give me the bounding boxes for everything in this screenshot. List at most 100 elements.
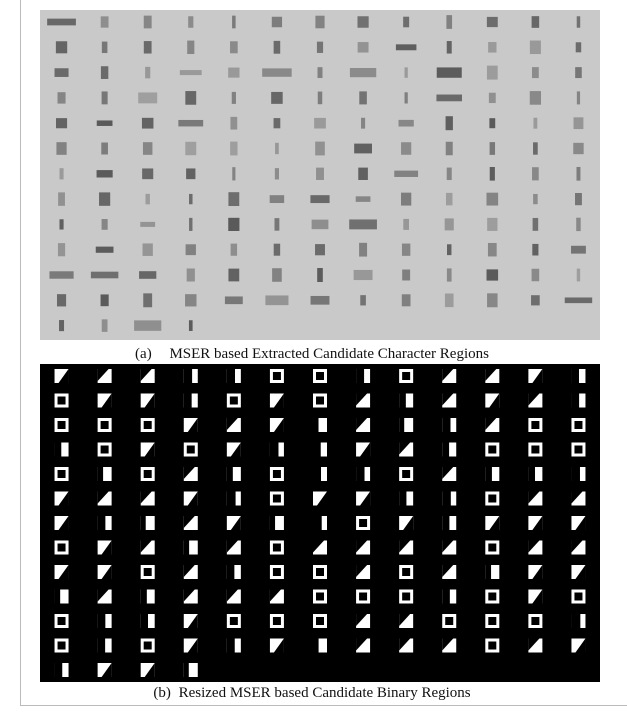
region-tile — [489, 118, 495, 128]
region-tile — [436, 95, 462, 102]
binary-shape — [98, 516, 106, 530]
region-tile — [230, 117, 237, 130]
region-tile — [56, 142, 66, 155]
binary-shape — [402, 470, 410, 478]
region-tile — [532, 16, 540, 28]
binary-shape — [571, 369, 579, 383]
region-tile — [180, 70, 202, 75]
region-tile — [358, 42, 369, 52]
region-tile — [49, 271, 73, 278]
binary-shape — [144, 568, 152, 576]
region-tile — [488, 42, 496, 53]
figure: (a) MSER based Extracted Candidate Chara… — [0, 0, 627, 713]
region-tile — [230, 142, 237, 156]
region-tile — [228, 269, 239, 282]
region-tile — [530, 91, 541, 105]
region-tile — [142, 168, 153, 179]
region-tile — [403, 219, 409, 230]
binary-shape — [58, 617, 66, 625]
region-tile — [575, 193, 582, 205]
region-tile — [102, 219, 108, 230]
binary-shape — [316, 593, 324, 601]
binary-shape — [58, 470, 66, 478]
region-tile — [225, 296, 243, 304]
region-tile — [102, 319, 108, 331]
binary-shape — [313, 467, 321, 481]
region-tile — [573, 143, 583, 154]
region-tile — [576, 42, 581, 52]
binary-shape — [98, 467, 103, 481]
region-tile — [186, 244, 196, 255]
region-tile — [271, 92, 283, 104]
region-tile — [402, 244, 410, 256]
region-tile — [59, 219, 63, 229]
region-tile — [134, 320, 161, 330]
binary-shape — [359, 519, 367, 527]
region-tile — [187, 268, 195, 281]
binary-shape — [571, 467, 580, 481]
binary-shape — [485, 467, 492, 481]
binary-shape — [399, 492, 406, 506]
binary-shape — [184, 541, 189, 555]
binary-shape — [402, 593, 410, 601]
region-tile — [189, 218, 192, 231]
binary-shape — [574, 446, 582, 454]
region-tile — [178, 120, 203, 126]
binary-shape — [184, 663, 189, 677]
region-tile — [317, 67, 322, 78]
binary-shape — [442, 590, 450, 604]
binary-shape — [316, 397, 324, 405]
region-tile — [359, 243, 367, 257]
region-tile — [265, 295, 288, 305]
binary-shape — [402, 372, 410, 380]
region-tile — [447, 41, 452, 54]
binary-shape — [442, 418, 450, 432]
region-tile — [56, 118, 67, 128]
binary-shape — [187, 446, 195, 454]
region-tile — [532, 67, 539, 78]
region-tile — [185, 91, 196, 105]
caption-a: (a) MSER based Extracted Candidate Chara… — [135, 346, 489, 362]
binary-shape — [488, 446, 496, 454]
region-tile — [357, 16, 368, 27]
binary-shape — [488, 544, 496, 552]
region-tile — [275, 143, 279, 154]
region-tile — [532, 167, 539, 180]
binary-shape — [571, 614, 580, 628]
region-tile — [446, 116, 453, 130]
region-tile — [230, 41, 238, 53]
region-tile — [275, 168, 279, 179]
binary-shape — [273, 495, 281, 503]
region-tile — [47, 19, 76, 26]
binary-shape — [442, 516, 449, 530]
region-tile — [58, 92, 66, 103]
region-tile — [97, 120, 113, 126]
region-tile — [274, 41, 281, 54]
region-tile — [144, 16, 152, 29]
region-tile — [139, 271, 156, 279]
region-tile — [101, 66, 108, 79]
binary-shape — [184, 394, 192, 408]
binary-shape — [574, 593, 582, 601]
region-tile — [576, 218, 580, 231]
binary-shape — [488, 495, 496, 503]
region-tile — [274, 244, 280, 256]
binary-shape — [144, 642, 152, 650]
region-tile — [143, 293, 152, 307]
binary-shape — [227, 369, 235, 383]
binary-shape — [98, 614, 106, 628]
region-tile — [101, 294, 109, 306]
region-tile — [138, 92, 157, 103]
region-tile — [232, 167, 235, 180]
region-tile — [188, 16, 193, 27]
region-tile — [399, 120, 414, 127]
caption-a-label: (a) — [135, 346, 152, 362]
region-tile — [530, 41, 541, 55]
region-tile — [96, 247, 114, 253]
binary-shape — [101, 446, 109, 454]
binary-shape — [141, 614, 148, 628]
binary-shape — [55, 663, 63, 677]
caption-b-label: (b) — [153, 685, 171, 701]
binary-shape — [184, 369, 192, 383]
region-tile — [576, 167, 580, 181]
